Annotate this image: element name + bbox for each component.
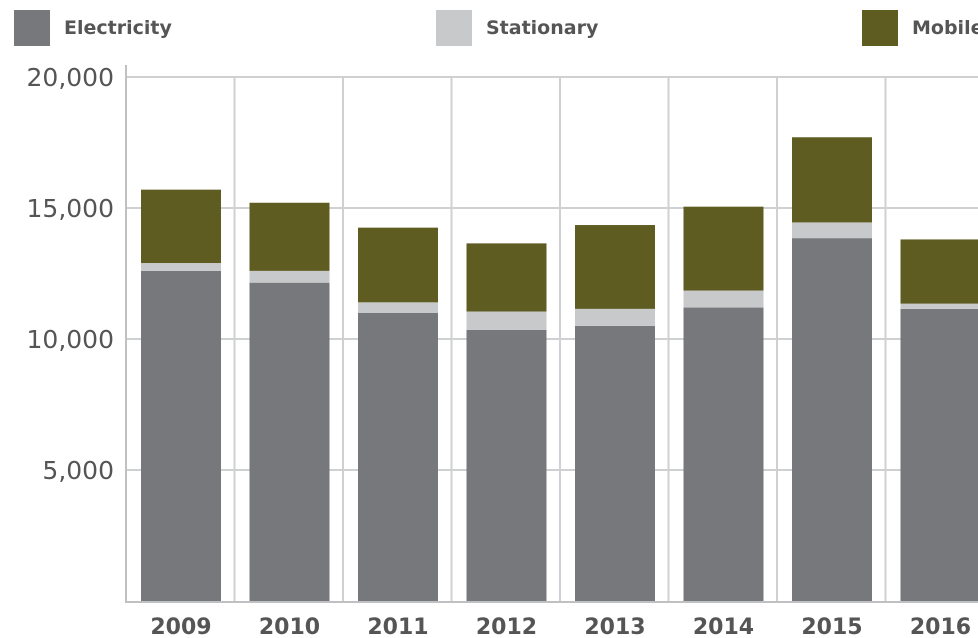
bar-stationary-2013 (575, 308, 655, 326)
bar-mobile-2016 (900, 239, 978, 304)
legend-label-stationary: Stationary (486, 17, 599, 39)
axes (125, 65, 978, 603)
bar-stationary-2009 (141, 263, 221, 271)
bar-stationary-2012 (466, 311, 547, 330)
bar-stationary-2014 (683, 290, 764, 308)
legend-swatch-stationary (436, 10, 472, 46)
x-tick-label: 2015 (801, 615, 862, 638)
bar-electricity-2015 (792, 238, 872, 601)
bar-mobile-2011 (358, 227, 438, 303)
y-tick-label: 10,000 (27, 325, 114, 354)
bar-stationary-2011 (358, 302, 438, 313)
bar-stationary-2015 (792, 222, 872, 239)
bar-electricity-2014 (683, 307, 764, 601)
bar-mobile-2014 (683, 206, 764, 291)
x-tick-label: 2011 (367, 615, 428, 638)
bar-mobile-2015 (792, 137, 872, 223)
legend-item-electricity: Electricity (14, 10, 172, 46)
bar-mobile-2012 (466, 243, 547, 312)
x-tick-label: 2009 (150, 615, 211, 638)
legend-item-mobile: Mobile (862, 10, 978, 46)
y-tick-label: 5,000 (42, 456, 114, 485)
x-tick-label: 2010 (259, 615, 320, 638)
grid (126, 76, 978, 601)
bar-electricity-2010 (249, 282, 330, 601)
bar-electricity-2012 (466, 329, 547, 601)
bar-mobile-2013 (575, 225, 655, 309)
x-tick-labels: 2009 2010 2011 2012 2013 2014 2015 2016 (150, 615, 971, 638)
x-tick-label: 2014 (693, 615, 754, 638)
legend-label-electricity: Electricity (64, 17, 172, 39)
bar-mobile-2010 (249, 202, 330, 271)
bar-stationary-2010 (249, 270, 330, 283)
y-tick-labels: 5,000 10,000 15,000 20,000 (27, 63, 114, 485)
legend-item-stationary: Stationary (436, 10, 598, 46)
x-tick-label: 2012 (476, 615, 537, 638)
bar-electricity-2011 (358, 312, 438, 601)
y-tick-label: 15,000 (27, 194, 114, 223)
bar-electricity-2013 (575, 325, 655, 601)
bar-electricity-2009 (141, 270, 221, 601)
legend: Electricity Stationary Mobile (0, 0, 978, 56)
legend-swatch-mobile (862, 10, 898, 46)
bar-stationary-2016 (900, 303, 978, 309)
legend-swatch-electricity (14, 10, 50, 46)
y-tick-label: 20,000 (27, 63, 114, 92)
x-tick-label: 2016 (910, 615, 971, 638)
x-tick-label: 2013 (584, 615, 645, 638)
legend-label-mobile: Mobile (912, 17, 978, 39)
bar-electricity-2016 (900, 308, 978, 601)
bar-mobile-2009 (141, 189, 221, 264)
bars (141, 137, 978, 601)
